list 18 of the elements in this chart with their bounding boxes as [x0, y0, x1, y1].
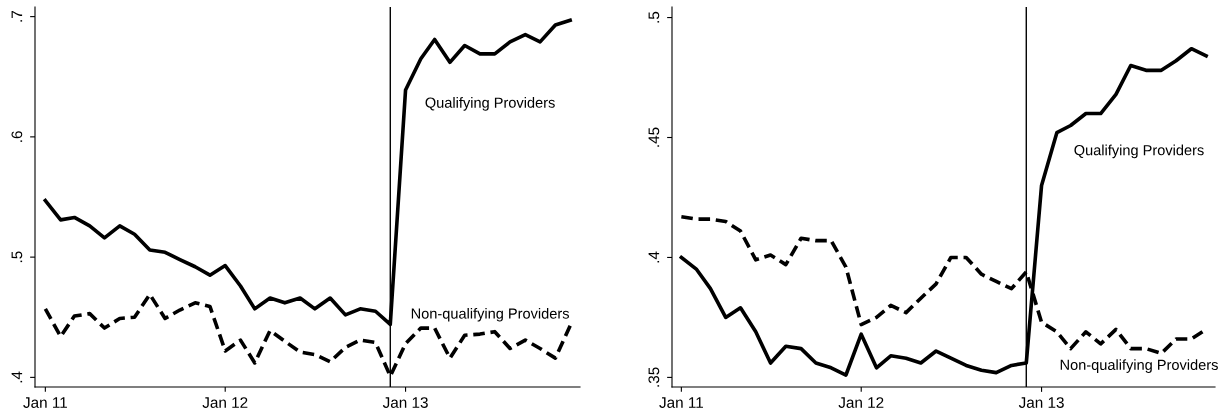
- x-tick-label: Jan 13: [1018, 397, 1064, 408]
- x-tick-label: Jan 13: [382, 397, 428, 408]
- series-label: Qualifying Providers: [1074, 144, 1204, 159]
- x-tick-label: Jan 11: [23, 397, 67, 408]
- y-tick-label: .35: [648, 367, 660, 387]
- series-label: Qualifying Providers: [425, 97, 555, 111]
- x-tick-label: Jan 12: [838, 397, 884, 408]
- y-tick-label: .4: [648, 251, 660, 263]
- y-tick-label: .4: [11, 371, 23, 383]
- series-label: Non-qualifying Providers: [411, 308, 569, 322]
- y-tick-label: .7: [11, 11, 23, 22]
- x-tick-label: Jan 12: [202, 397, 248, 408]
- y-tick-label: .5: [11, 251, 23, 263]
- y-tick-label: .5: [648, 11, 660, 23]
- y-tick-label: .45: [648, 127, 660, 147]
- x-tick-label: Jan 11: [659, 397, 703, 408]
- y-tick-label: .6: [11, 131, 23, 142]
- series-label: Non-qualifying Providers: [1060, 359, 1218, 373]
